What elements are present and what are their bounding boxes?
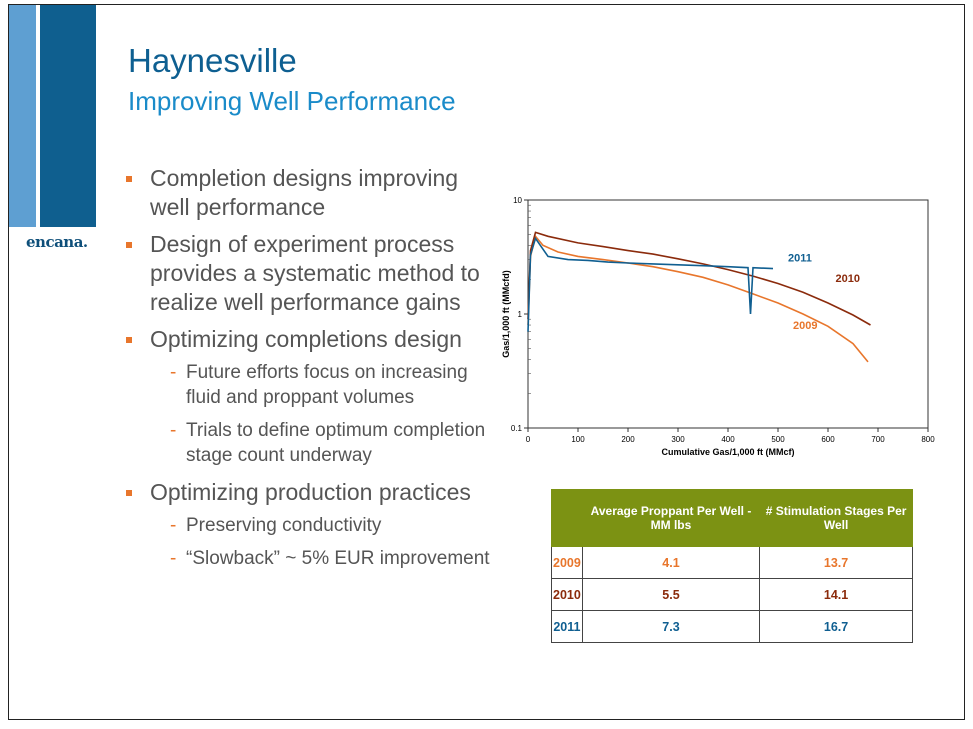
slide-title: Haynesville	[128, 42, 297, 79]
bullet-list: Completion designs improving well perfor…	[126, 164, 496, 581]
table-cell-stages: 13.7	[759, 546, 913, 579]
table-cell-proppant: 4.1	[581, 546, 761, 579]
bullet-item: Optimizing production practices	[126, 478, 496, 507]
table-cell-year: 2009	[551, 546, 583, 579]
table-header-proppant: Average Proppant Per Well - MM lbs	[581, 489, 761, 547]
series-label-2009: 2009	[793, 320, 817, 332]
table-cell-proppant: 7.3	[581, 610, 761, 643]
series-line-2010	[527, 231, 871, 326]
y-axis-label: Gas/1,000 ft (MMcfd)	[501, 270, 511, 358]
x-tick-label: 300	[671, 435, 685, 444]
table-header-stages: # Stimulation Stages Per Well	[759, 489, 913, 547]
plot-frame	[527, 199, 929, 429]
y-tick-label: 1	[518, 310, 523, 319]
table-cell-proppant: 5.5	[581, 578, 761, 611]
x-tick-label: 200	[621, 435, 635, 444]
table-cell-year: 2011	[551, 610, 583, 643]
bullet-item: Completion designs improving well perfor…	[126, 164, 496, 222]
y-tick-label: 0.1	[511, 424, 523, 433]
sub-bullet-item: Preserving conductivity	[126, 513, 496, 538]
sub-bullet-item: “Slowback” ~ 5% EUR improvement	[126, 546, 496, 571]
sub-bullet-item: Future efforts focus on increasing fluid…	[126, 360, 496, 410]
y-tick-label: 10	[513, 196, 522, 205]
series-label-2010: 2010	[836, 273, 860, 285]
sub-bullet-group: Future efforts focus on increasing fluid…	[126, 360, 496, 468]
x-axis-label: Cumulative Gas/1,000 ft (MMcf)	[661, 447, 794, 457]
bullet-item: Design of experiment process provides a …	[126, 230, 496, 317]
accent-bar-light	[9, 5, 36, 227]
x-tick-label: 0	[526, 435, 531, 444]
x-tick-label: 700	[871, 435, 885, 444]
table-cell-stages: 16.7	[759, 610, 913, 643]
x-tick-label: 400	[721, 435, 735, 444]
x-tick-label: 600	[821, 435, 835, 444]
table-row: 2011 7.3 16.7	[551, 610, 913, 643]
x-tick-label: 500	[771, 435, 785, 444]
slide-frame	[8, 4, 965, 720]
slide-subtitle: Improving Well Performance	[128, 86, 456, 116]
table-header-row: Average Proppant Per Well - MM lbs # Sti…	[551, 489, 913, 547]
table-row: 2010 5.5 14.1	[551, 578, 913, 611]
performance-table: Average Proppant Per Well - MM lbs # Sti…	[551, 489, 913, 643]
series-line-2009	[527, 234, 869, 363]
sub-bullet-item: Trials to define optimum completion stag…	[126, 418, 496, 468]
series-label-2011: 2011	[788, 252, 812, 264]
decline-curve-chart: 0 100 200 300 400 500 600 700 800 0.1 1 10 Cumulativ…	[501, 196, 935, 457]
x-tick-label: 100	[571, 435, 585, 444]
x-tick-label: 800	[921, 435, 935, 444]
table-cell-year: 2010	[551, 578, 583, 611]
series-line-2011	[527, 236, 774, 332]
company-logo: encana.	[26, 233, 88, 251]
bullet-item: Optimizing completions design	[126, 325, 496, 354]
accent-bar-dark	[40, 5, 96, 227]
table-cell-stages: 14.1	[759, 578, 913, 611]
sub-bullet-group: Preserving conductivity “Slowback” ~ 5% …	[126, 513, 496, 571]
table-row: 2009 4.1 13.7	[551, 546, 913, 579]
table-header-year	[551, 489, 583, 547]
